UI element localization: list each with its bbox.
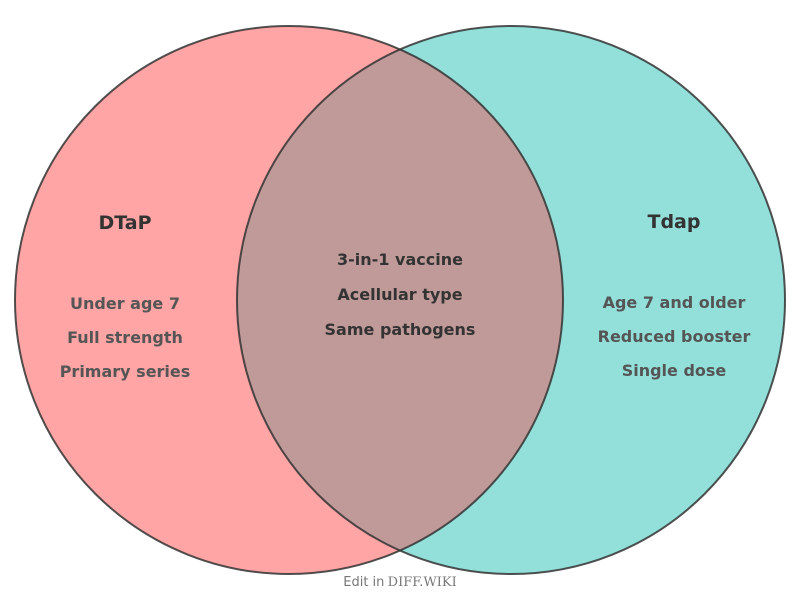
left-item: Primary series [60,362,191,381]
overlap-item: 3-in-1 vaccine [337,250,463,269]
left-item: Full strength [67,328,183,347]
footer-link[interactable]: Edit in DIFF.WIKI [343,574,456,590]
left-circle-outline [14,25,564,575]
footer-prefix: Edit in [343,575,384,590]
right-title: Tdap [648,211,701,233]
overlap-region [237,26,563,574]
left-item: Under age 7 [70,294,180,313]
right-item: Reduced booster [598,327,751,346]
overlap-item: Same pathogens [325,320,476,339]
right-item: Age 7 and older [603,293,746,312]
right-circle-outline [236,25,786,575]
left-title: DTaP [98,212,151,234]
right-item: Single dose [622,361,727,380]
overlap-item: Acellular type [337,285,462,304]
footer-brand: DIFF.WIKI [388,575,457,590]
